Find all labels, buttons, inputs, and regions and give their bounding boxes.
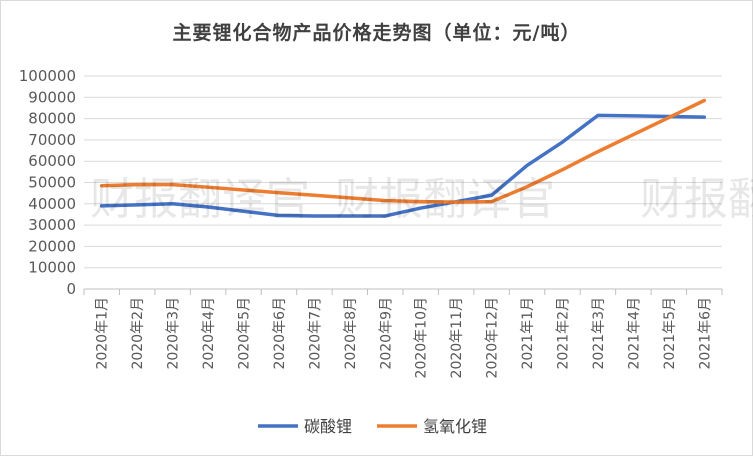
x-tick-label: 2020年2月: [130, 297, 146, 370]
y-tick-label: 50000: [28, 174, 76, 192]
x-tick-label: 2021年3月: [591, 297, 607, 370]
x-tick-label: 2020年5月: [237, 297, 253, 370]
y-tick-label: 10000: [28, 259, 76, 277]
y-axis: 0 10000 20000 30000 40000 50000 60000 70000 8000…: [19, 67, 76, 298]
x-tick-label: 2021年2月: [556, 297, 572, 370]
x-tick-label: 2020年1月: [95, 297, 111, 370]
x-tick-label: 2021年5月: [662, 297, 678, 370]
x-tick-label: 2021年6月: [697, 297, 713, 370]
x-tick-label: 2020年10月: [414, 297, 430, 378]
x-tick-label: 2020年4月: [201, 297, 217, 370]
x-tick-label: 2020年11月: [449, 297, 465, 378]
y-tick-label: 70000: [28, 131, 76, 149]
y-tick-label: 60000: [28, 152, 76, 170]
x-tick-label: 2021年1月: [520, 297, 536, 370]
y-tick-label: 80000: [28, 110, 76, 128]
x-tick-label: 2020年6月: [272, 297, 288, 370]
y-tick-label: 100000: [19, 67, 76, 85]
x-tick-label: 2020年7月: [307, 297, 323, 370]
watermark-text: 财报翻译官: [335, 174, 555, 225]
watermark-text: 财报翻译官: [640, 174, 753, 225]
x-tick-label: 2020年9月: [378, 297, 394, 370]
x-tick-label: 2021年4月: [626, 297, 642, 370]
y-tick-label: 0: [66, 280, 76, 298]
legend-label: 碳酸锂: [304, 417, 352, 436]
chart-title: 主要锂化合物产品价格走势图（单位：元/吨）: [172, 22, 581, 44]
series-line: [99, 113, 707, 218]
y-tick-label: 30000: [28, 216, 76, 234]
watermark-layer: 财报翻译官财报翻译官财报翻译官: [90, 174, 753, 225]
y-tick-label: 40000: [28, 195, 76, 213]
x-axis: 2020年1月 2020年2月 2020年3月 2020年4月 2020年5月 2020年…: [83, 289, 723, 378]
x-tick-label: 2020年12月: [485, 297, 501, 378]
series-line: [99, 98, 707, 204]
legend: 碳酸锂 氢氧化锂: [258, 417, 487, 436]
x-tick-label: 2020年8月: [343, 297, 359, 370]
x-tick-label: 2020年3月: [166, 297, 182, 370]
series-lines: [99, 98, 707, 218]
y-tick-label: 20000: [28, 237, 76, 255]
y-tick-label: 90000: [28, 88, 76, 106]
watermark-text: 财报翻译官: [90, 174, 310, 225]
legend-label: 氢氧化锂: [423, 417, 487, 436]
